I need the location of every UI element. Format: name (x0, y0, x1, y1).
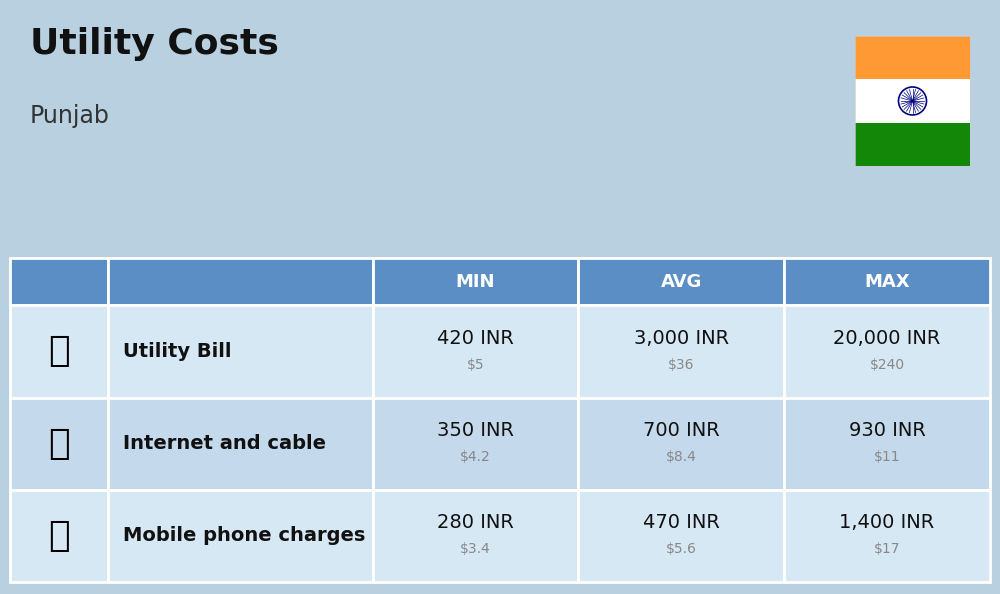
FancyBboxPatch shape (578, 258, 784, 305)
FancyBboxPatch shape (10, 397, 108, 490)
Text: $17: $17 (874, 542, 900, 556)
Text: 350 INR: 350 INR (437, 421, 514, 440)
Text: 470 INR: 470 INR (643, 513, 720, 532)
Text: $3.4: $3.4 (460, 542, 491, 556)
Text: 930 INR: 930 INR (849, 421, 926, 440)
FancyBboxPatch shape (373, 397, 578, 490)
Text: 280 INR: 280 INR (437, 513, 514, 532)
Text: $11: $11 (874, 450, 900, 464)
FancyBboxPatch shape (855, 79, 970, 123)
FancyBboxPatch shape (10, 490, 108, 582)
FancyBboxPatch shape (373, 305, 578, 397)
Text: $5.6: $5.6 (666, 542, 697, 556)
FancyBboxPatch shape (578, 490, 784, 582)
Text: Mobile phone charges: Mobile phone charges (123, 526, 365, 545)
Text: Internet and cable: Internet and cable (123, 434, 326, 453)
FancyBboxPatch shape (578, 397, 784, 490)
FancyBboxPatch shape (855, 123, 970, 166)
FancyBboxPatch shape (784, 305, 990, 397)
Text: MIN: MIN (456, 273, 495, 291)
Text: 📶: 📶 (48, 426, 70, 461)
Text: $5: $5 (467, 358, 484, 371)
Text: MAX: MAX (864, 273, 910, 291)
Text: 🔌: 🔌 (48, 334, 70, 368)
Text: 1,400 INR: 1,400 INR (839, 513, 935, 532)
FancyBboxPatch shape (108, 258, 373, 305)
FancyBboxPatch shape (10, 258, 108, 305)
Text: $240: $240 (870, 358, 905, 371)
FancyBboxPatch shape (10, 305, 108, 397)
Text: 20,000 INR: 20,000 INR (833, 329, 941, 348)
FancyBboxPatch shape (784, 490, 990, 582)
Text: $8.4: $8.4 (666, 450, 697, 464)
Text: 3,000 INR: 3,000 INR (634, 329, 729, 348)
Text: AVG: AVG (661, 273, 702, 291)
Text: Utility Costs: Utility Costs (30, 27, 279, 61)
FancyBboxPatch shape (578, 305, 784, 397)
Text: 420 INR: 420 INR (437, 329, 514, 348)
FancyBboxPatch shape (108, 490, 373, 582)
Text: 📱: 📱 (48, 519, 70, 553)
FancyBboxPatch shape (373, 258, 578, 305)
FancyBboxPatch shape (108, 305, 373, 397)
Text: $4.2: $4.2 (460, 450, 491, 464)
FancyBboxPatch shape (373, 490, 578, 582)
FancyBboxPatch shape (784, 397, 990, 490)
FancyBboxPatch shape (108, 397, 373, 490)
Text: $36: $36 (668, 358, 695, 371)
Text: Punjab: Punjab (30, 104, 110, 128)
Text: 700 INR: 700 INR (643, 421, 720, 440)
FancyBboxPatch shape (855, 36, 970, 79)
Text: Utility Bill: Utility Bill (123, 342, 232, 361)
FancyBboxPatch shape (784, 258, 990, 305)
